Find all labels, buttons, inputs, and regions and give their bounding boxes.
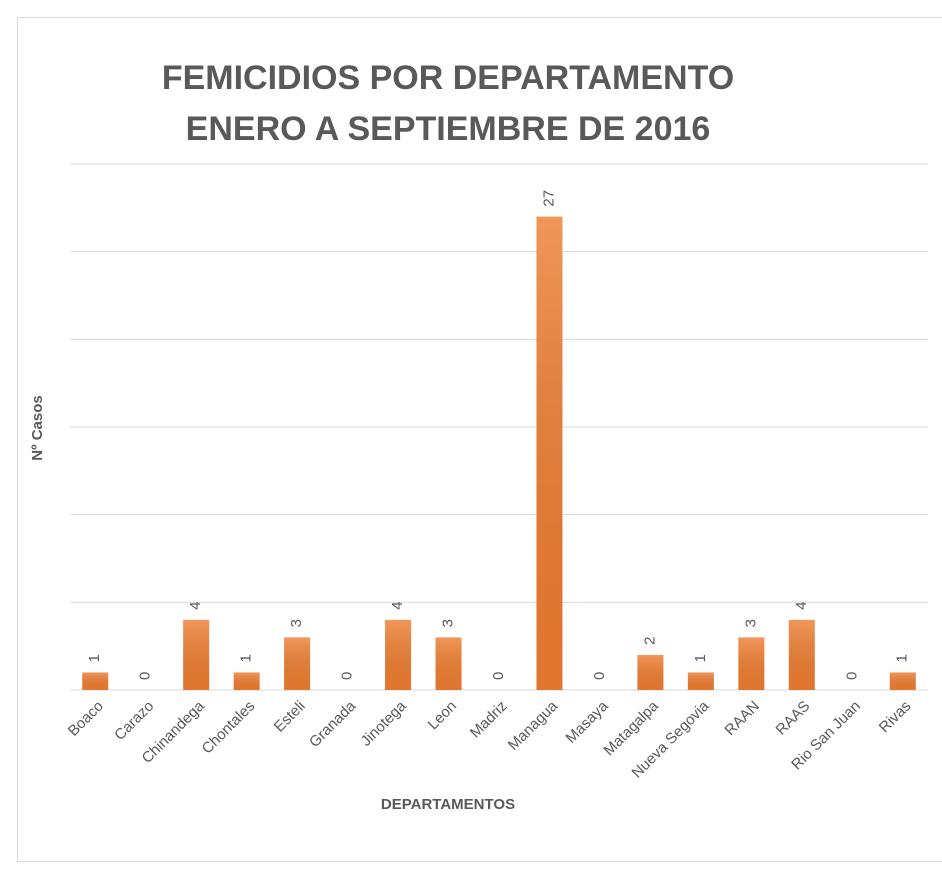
data-label: 4 [793, 602, 810, 610]
chart-title: FEMICIDIOS POR DEPARTAMENTO [162, 59, 734, 97]
data-label: 4 [389, 602, 406, 610]
x-axis-title: DEPARTAMENTOS [381, 796, 515, 813]
data-label: 0 [490, 672, 507, 680]
bar-shade [738, 637, 765, 690]
data-label: 3 [742, 619, 759, 627]
data-label: 1 [86, 654, 103, 662]
data-label: 0 [137, 672, 154, 680]
data-label: 1 [238, 654, 255, 662]
bar-shade [889, 672, 916, 690]
data-label: 3 [439, 619, 456, 627]
chart-border [17, 17, 942, 862]
bar-shade [536, 216, 563, 690]
data-label: 2 [641, 637, 658, 645]
bar-shade [385, 619, 412, 690]
data-label: 1 [692, 654, 709, 662]
bar-shade [233, 672, 260, 690]
chart-title: ENERO A SEPTIEMBRE DE 2016 [186, 110, 711, 148]
data-label: 3 [288, 619, 305, 627]
data-label: 0 [339, 672, 356, 680]
bar-shade [82, 672, 109, 690]
data-label: 0 [591, 672, 608, 680]
data-label: 4 [187, 602, 204, 610]
bar-shade [687, 672, 714, 690]
data-label: 0 [843, 672, 860, 680]
bar-shade [284, 637, 311, 690]
bar-shade [183, 619, 210, 690]
bar-shade [788, 619, 815, 690]
bar-shade [637, 654, 664, 690]
data-label: 1 [894, 654, 911, 662]
bar-shade [435, 637, 462, 690]
y-axis-title: Nº Casos [29, 395, 46, 461]
data-label: 27 [540, 190, 557, 207]
